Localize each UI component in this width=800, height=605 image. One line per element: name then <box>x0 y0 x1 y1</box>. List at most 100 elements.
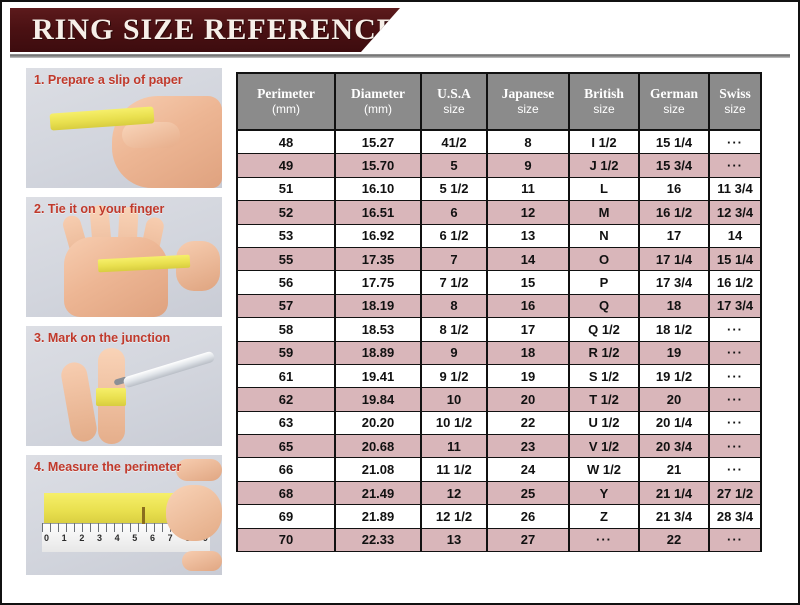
table-cell: 12 <box>486 200 570 225</box>
table-cell: Y <box>568 480 640 506</box>
table-cell: 70 <box>236 527 336 553</box>
column-header-british: British size <box>568 72 640 131</box>
table-cell: 62 <box>236 387 336 412</box>
table-cell: 16.10 <box>334 176 422 202</box>
table-cell: 16.51 <box>334 200 422 225</box>
table-cell: 18 1/2 <box>638 317 710 342</box>
table-cell: 17 <box>486 317 570 342</box>
table-cell: 6 1/2 <box>420 223 488 248</box>
pen-shape <box>122 350 216 389</box>
table-cell: 20.20 <box>334 410 422 436</box>
table-cell: 16 1/2 <box>638 200 710 225</box>
table-cell: 23 <box>486 434 570 459</box>
table-cell: 68 <box>236 480 336 506</box>
column-header-swiss: Swiss size <box>708 72 762 131</box>
table-cell: ··· <box>708 434 762 459</box>
table-header-row: Perimeter (mm) Diameter (mm) U.S.A size Japane… <box>236 72 762 131</box>
fingertip-shape <box>182 551 222 571</box>
table-cell: 15 3/4 <box>638 153 710 178</box>
table-cell: S 1/2 <box>568 363 640 389</box>
table-cell: 65 <box>236 434 336 459</box>
table-cell: 21.08 <box>334 457 422 482</box>
step-1: 1. Prepare a slip of paper <box>26 68 222 188</box>
table-cell: 10 <box>420 387 488 412</box>
table-cell: ··· <box>708 317 762 342</box>
table-row: 48 15.27 41/2 8 I 1/2 15 1/4 ··· <box>236 129 762 155</box>
ring-size-table: Perimeter (mm) Diameter (mm) U.S.A size Japane… <box>236 72 762 553</box>
table-cell: 58 <box>236 317 336 342</box>
column-header-perimeter: Perimeter (mm) <box>236 72 336 131</box>
step-4-label: 4. Measure the perimeter <box>34 460 182 474</box>
table-row: 62 19.84 10 20 T 1/2 20 ··· <box>236 387 762 412</box>
table-cell: 21 1/4 <box>638 480 710 506</box>
table-cell: 28 3/4 <box>708 504 762 529</box>
table-row: 66 21.08 11 1/2 24 W 1/2 21 ··· <box>236 457 762 482</box>
ruler-number: 5 <box>132 533 138 543</box>
table-cell: 21 <box>638 457 710 482</box>
table-cell: 22.33 <box>334 527 422 553</box>
table-row: 68 21.49 12 25 Y 21 1/4 27 1/2 <box>236 480 762 506</box>
thumb-shape <box>122 122 180 148</box>
table-cell: 14 <box>486 246 570 272</box>
ruler-number: 6 <box>149 533 155 543</box>
table-cell: T 1/2 <box>568 387 640 412</box>
table-cell: 15 <box>486 270 570 295</box>
step-2-photo: 2. Tie it on your finger <box>26 197 222 317</box>
table-row: 51 16.10 5 1/2 11 L 16 11 3/4 <box>236 176 762 202</box>
table-row: 69 21.89 12 1/2 26 Z 21 3/4 28 3/4 <box>236 504 762 529</box>
column-header-sub: size <box>663 101 685 116</box>
table-row: 58 18.53 8 1/2 17 Q 1/2 18 1/2 ··· <box>236 317 762 342</box>
table-cell: ··· <box>708 527 762 553</box>
instruction-steps: 1. Prepare a slip of paper 2. Tie it on … <box>26 68 222 584</box>
table-cell: O <box>568 246 640 272</box>
ruler-ticks <box>42 523 210 532</box>
table-cell: N <box>568 223 640 248</box>
table-cell: 13 <box>486 223 570 248</box>
table-cell: 27 <box>486 527 570 553</box>
table-cell: 17 1/4 <box>638 246 710 272</box>
table-cell: 17 <box>638 223 710 248</box>
table-cell: 51 <box>236 176 336 202</box>
table-cell: ··· <box>708 410 762 436</box>
fingertip-shape <box>176 459 222 481</box>
table-cell: L <box>568 176 640 202</box>
step-3: 3. Mark on the junction <box>26 326 222 446</box>
table-cell: Q 1/2 <box>568 317 640 342</box>
table-cell: ··· <box>708 129 762 155</box>
table-cell: 56 <box>236 270 336 295</box>
ruler-number: 3 <box>96 533 102 543</box>
page-title: RING SIZE REFERENCE <box>32 13 398 46</box>
column-header-german: German size <box>638 72 710 131</box>
table-cell: 48 <box>236 129 336 155</box>
table-cell: 11 3/4 <box>708 176 762 202</box>
banner-shape: RING SIZE REFERENCE <box>10 8 400 52</box>
table-row: 61 19.41 9 1/2 19 S 1/2 19 1/2 ··· <box>236 363 762 389</box>
column-header-sub: size <box>724 101 746 116</box>
table-cell: 9 1/2 <box>420 363 488 389</box>
column-header-sub: (mm) <box>272 101 300 116</box>
table-cell: 18.19 <box>334 293 422 319</box>
table-cell: 17 3/4 <box>708 293 762 319</box>
column-header-main: Diameter <box>351 86 405 102</box>
step-1-photo: 1. Prepare a slip of paper <box>26 68 222 188</box>
table-cell: 21.49 <box>334 480 422 506</box>
table-cell: M <box>568 200 640 225</box>
table-cell: 19.41 <box>334 363 422 389</box>
table-cell: V 1/2 <box>568 434 640 459</box>
table-cell: 8 <box>420 293 488 319</box>
table-cell: 21.89 <box>334 504 422 529</box>
table-header: Perimeter (mm) Diameter (mm) U.S.A size Japane… <box>236 72 762 131</box>
column-header-main: Perimeter <box>257 86 315 102</box>
table-cell: 18.89 <box>334 340 422 365</box>
table-cell: Q <box>568 293 640 319</box>
table-row: 59 18.89 9 18 R 1/2 19 ··· <box>236 340 762 365</box>
table-row: 63 20.20 10 1/2 22 U 1/2 20 1/4 ··· <box>236 410 762 436</box>
table-cell: 14 <box>708 223 762 248</box>
ruler-number: 7 <box>167 533 173 543</box>
table-cell: 19 <box>638 340 710 365</box>
table-cell: ··· <box>708 387 762 412</box>
ruler-number: 1 <box>61 533 67 543</box>
table-cell: 9 <box>486 153 570 178</box>
table-cell: 15 1/4 <box>638 129 710 155</box>
